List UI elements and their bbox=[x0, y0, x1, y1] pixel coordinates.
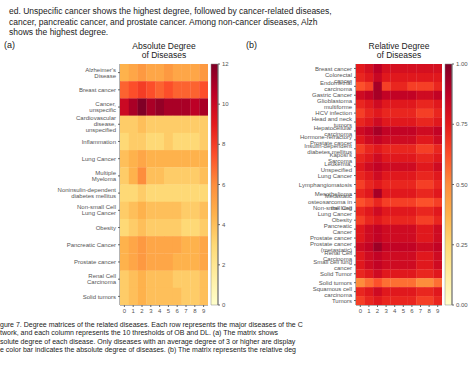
svg-text:7: 7 bbox=[184, 308, 188, 314]
svg-text:Solid Tumor: Solid Tumor bbox=[320, 270, 352, 276]
svg-text:4: 4 bbox=[158, 308, 162, 314]
svg-text:8: 8 bbox=[427, 308, 431, 314]
svg-text:8: 8 bbox=[222, 141, 226, 147]
svg-text:Inflammation: Inflammation bbox=[82, 138, 116, 144]
svg-text:1: 1 bbox=[367, 308, 371, 314]
svg-text:6: 6 bbox=[222, 181, 226, 187]
svg-text:9: 9 bbox=[202, 308, 206, 314]
svg-text:Renal CellCarcinoma: Renal CellCarcinoma bbox=[87, 273, 117, 285]
svg-text:12: 12 bbox=[222, 62, 229, 67]
svg-text:Breast cancer: Breast cancer bbox=[79, 86, 116, 92]
svg-text:2: 2 bbox=[222, 261, 226, 267]
svg-text:Pancreatic Cancer: Pancreatic Cancer bbox=[67, 241, 116, 247]
svg-text:10: 10 bbox=[222, 101, 229, 107]
svg-text:Glioblastomamultiforme: Glioblastomamultiforme bbox=[317, 98, 353, 110]
svg-text:6: 6 bbox=[410, 308, 414, 314]
svg-text:PancreaticCancer: PancreaticCancer bbox=[324, 223, 352, 235]
svg-text:0.25: 0.25 bbox=[456, 241, 466, 247]
svg-text:Prostate cancer: Prostate cancer bbox=[74, 259, 116, 265]
svg-text:Lung Cancer: Lung Cancer bbox=[318, 172, 352, 178]
svg-text:Solid tumors: Solid tumors bbox=[83, 293, 116, 299]
svg-text:Endometrialcarcinoma: Endometrialcarcinoma bbox=[320, 80, 353, 92]
svg-text:6: 6 bbox=[176, 308, 180, 314]
svg-text:Noninsulin-dependentdiabetes m: Noninsulin-dependentdiabetes mellitus bbox=[58, 187, 117, 199]
svg-text:2: 2 bbox=[140, 308, 144, 314]
svg-text:1.00: 1.00 bbox=[456, 62, 466, 67]
svg-text:4: 4 bbox=[222, 221, 226, 227]
svg-text:3: 3 bbox=[149, 308, 153, 314]
svg-text:7: 7 bbox=[419, 308, 423, 314]
svg-text:Squamous cellcarcinoma: Squamous cellcarcinoma bbox=[313, 285, 353, 297]
svg-text:8: 8 bbox=[193, 308, 197, 314]
svg-text:0: 0 bbox=[359, 308, 363, 314]
svg-text:Alzheimer'sDisease: Alzheimer'sDisease bbox=[85, 66, 116, 78]
svg-text:Lung Cancer: Lung Cancer bbox=[82, 155, 116, 161]
svg-text:2: 2 bbox=[376, 308, 380, 314]
svg-text:0.00: 0.00 bbox=[456, 302, 466, 308]
svg-text:Cancer,unspecific: Cancer,unspecific bbox=[89, 101, 116, 113]
svg-text:5: 5 bbox=[402, 308, 406, 314]
svg-text:4: 4 bbox=[393, 308, 397, 314]
svg-text:Obesity: Obesity bbox=[96, 224, 116, 230]
svg-text:0.50: 0.50 bbox=[456, 181, 466, 187]
svg-text:Cardiovasculardisease,unspecif: Cardiovasculardisease,unspecified bbox=[76, 115, 116, 133]
svg-text:3: 3 bbox=[384, 308, 388, 314]
svg-text:MultipleMyeloma: MultipleMyeloma bbox=[92, 170, 117, 182]
svg-text:Lymphangiomatosis: Lymphangiomatosis bbox=[299, 181, 352, 187]
svg-text:1: 1 bbox=[132, 308, 136, 314]
svg-text:Metastaticosteosarcoma inthe l: Metastaticosteosarcoma inthe lung bbox=[308, 193, 352, 211]
svg-text:0: 0 bbox=[123, 308, 127, 314]
svg-text:Leukemia,Unspecified: Leukemia,Unspecified bbox=[321, 160, 353, 172]
svg-text:5: 5 bbox=[167, 308, 171, 314]
svg-text:Small cell lungcancer: Small cell lungcancer bbox=[313, 258, 352, 270]
svg-text:9: 9 bbox=[436, 308, 440, 314]
svg-text:0: 0 bbox=[222, 302, 226, 308]
svg-text:Tumors: Tumors bbox=[332, 297, 352, 303]
svg-text:Non-small CellLung Cancer: Non-small CellLung Cancer bbox=[313, 205, 352, 217]
svg-text:Non-small CellLung Cancer: Non-small CellLung Cancer bbox=[77, 204, 116, 216]
svg-text:0.75: 0.75 bbox=[456, 121, 466, 127]
